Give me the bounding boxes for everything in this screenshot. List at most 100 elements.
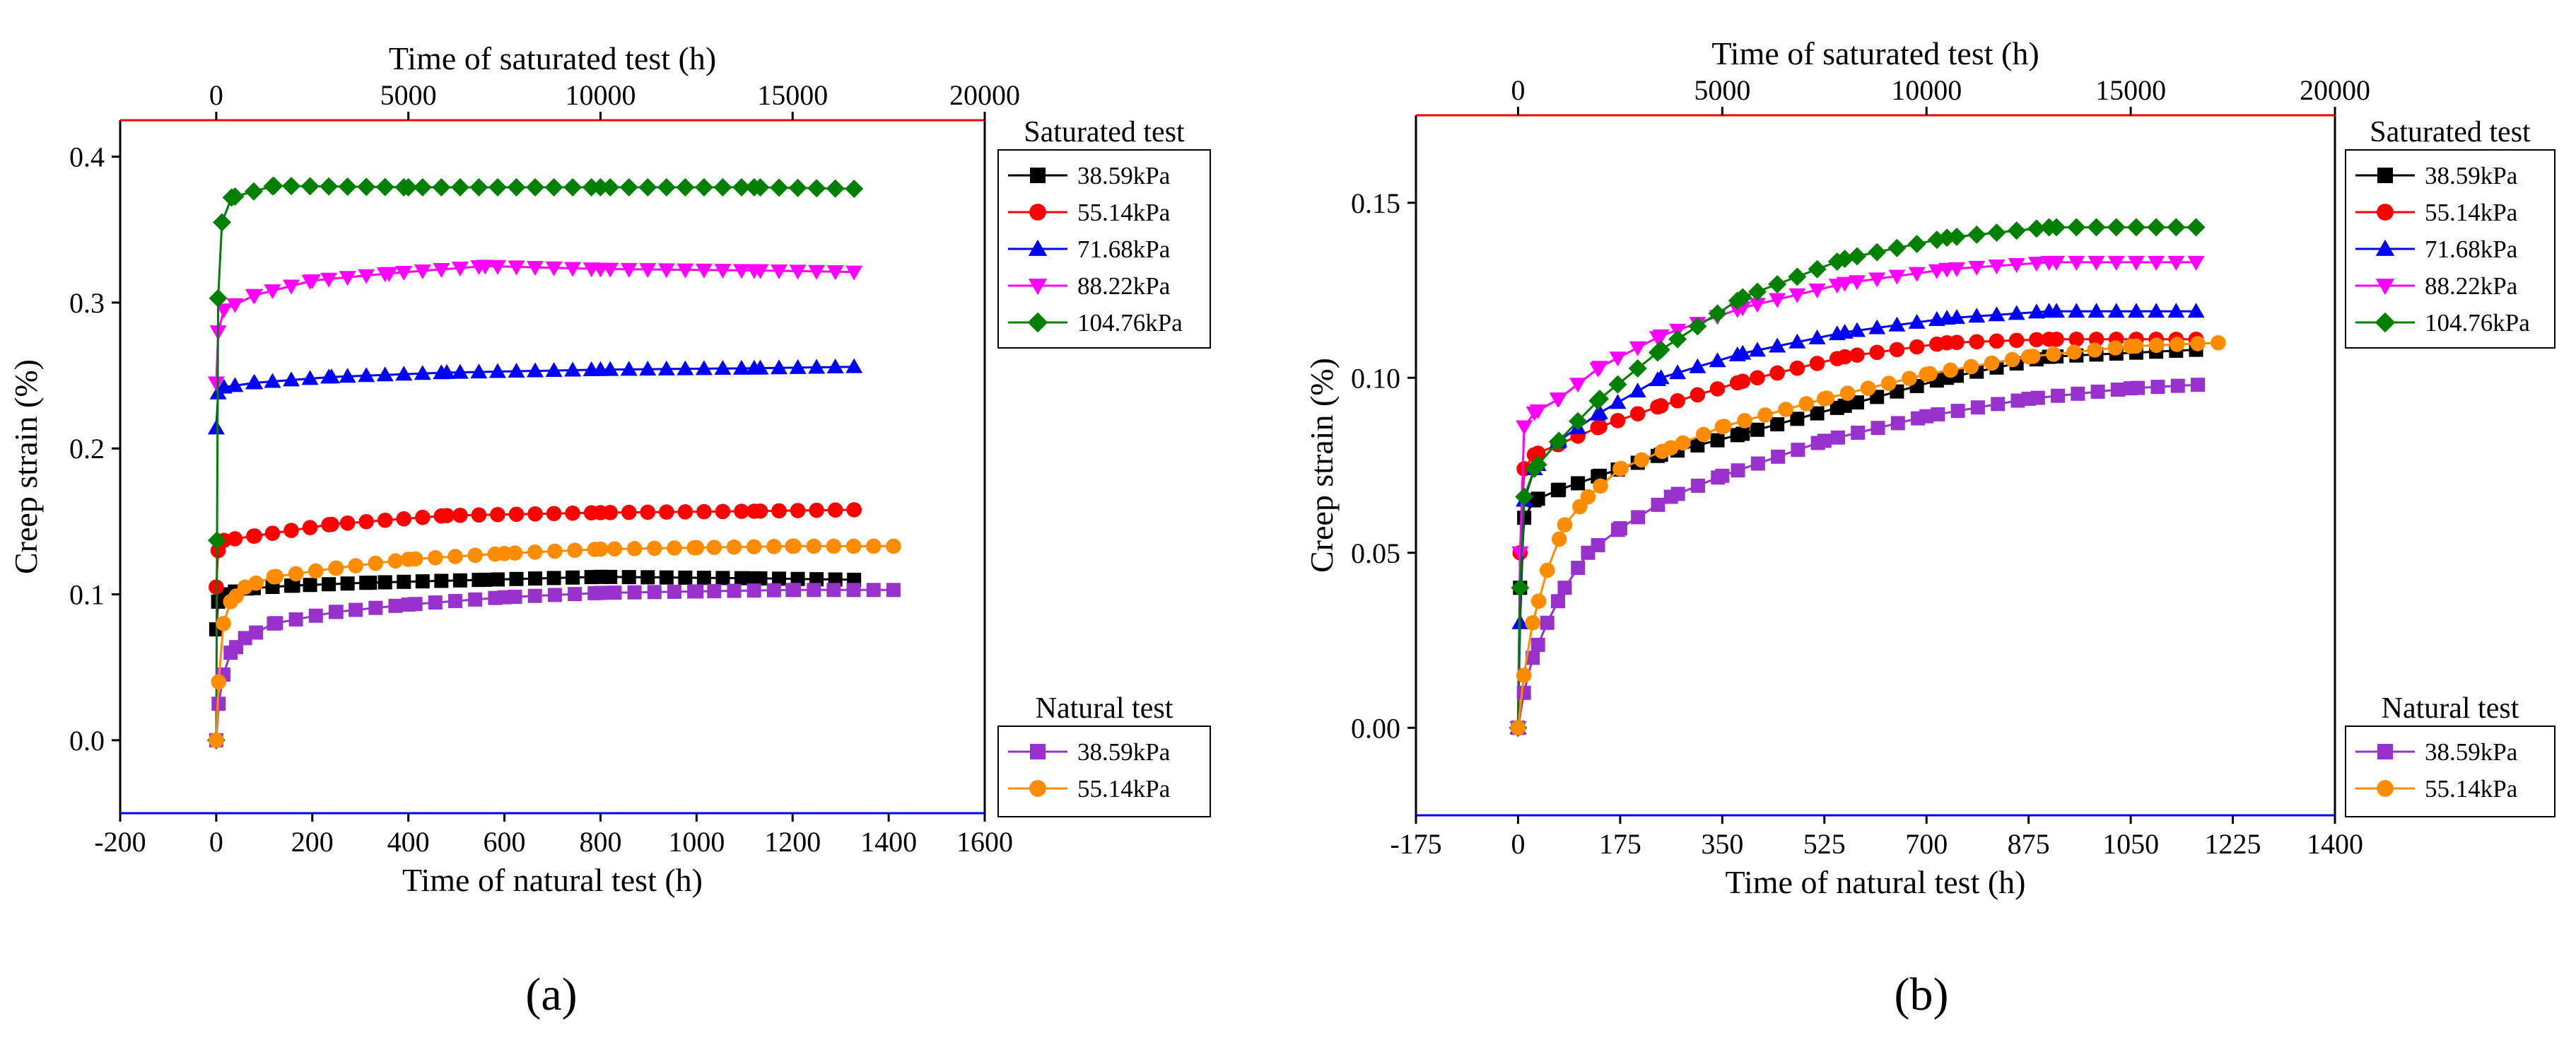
- data-point: [1650, 399, 1665, 415]
- data-point: [638, 177, 657, 197]
- data-point: [806, 538, 821, 554]
- data-point: [886, 538, 901, 554]
- data-point: [249, 625, 264, 640]
- data-point: [248, 575, 264, 591]
- legend-entry: 104.76kPa: [1008, 309, 1183, 337]
- x-tick-label: 350: [1701, 828, 1743, 860]
- data-point: [434, 573, 449, 588]
- legend-entry: 55.14kPa: [2355, 199, 2518, 226]
- data-point: [1557, 517, 1573, 532]
- data-point: [657, 263, 675, 279]
- data-point: [1609, 394, 1627, 409]
- data-point: [357, 177, 376, 197]
- data-point: [377, 512, 393, 528]
- data-point: [1528, 455, 1547, 474]
- data-point: [226, 298, 244, 313]
- data-point: [2170, 378, 2185, 393]
- data-point: [1850, 395, 1864, 410]
- x-tick-label: 1225: [2205, 828, 2261, 860]
- data-point: [408, 597, 423, 612]
- data-point: [547, 543, 563, 559]
- data-point: [753, 571, 768, 585]
- data-point: [1768, 274, 1787, 293]
- data-point: [467, 547, 483, 564]
- legend-entry: 38.59kPa: [2355, 738, 2518, 766]
- data-point: [320, 177, 339, 196]
- x-tick-label: 525: [1803, 828, 1846, 860]
- data-point: [1649, 331, 1666, 346]
- data-point: [657, 177, 676, 197]
- data-point: [1750, 370, 1765, 386]
- legend-entry: 71.68kPa: [1008, 235, 1171, 263]
- data-point: [714, 264, 732, 279]
- data-point: [2010, 393, 2025, 408]
- data-point: [358, 269, 375, 284]
- data-point: [1984, 355, 2000, 371]
- data-point: [808, 264, 826, 280]
- data-point: [1628, 359, 1647, 378]
- data-point: [1911, 411, 1926, 426]
- data-point: [376, 366, 394, 382]
- data-point: [1516, 685, 1531, 700]
- data-point: [1988, 306, 2006, 322]
- data-point: [432, 177, 451, 197]
- data-point: [1769, 365, 1785, 381]
- data-point: [771, 359, 788, 375]
- data-point: [2029, 332, 2044, 348]
- legend-marker: [1029, 780, 1046, 797]
- data-point: [2068, 303, 2085, 318]
- data-point: [1868, 319, 1886, 334]
- data-point: [1970, 400, 1985, 415]
- data-point: [387, 553, 404, 569]
- data-point: [1571, 476, 1586, 491]
- data-point: [527, 261, 544, 276]
- data-point: [583, 505, 599, 521]
- data-point: [527, 588, 542, 603]
- data-point: [1870, 421, 1885, 436]
- data-point: [2187, 303, 2205, 318]
- data-point: [1516, 668, 1532, 683]
- legend-marker: [2377, 204, 2394, 221]
- legend-natural-box: [2345, 726, 2555, 817]
- data-point: [452, 507, 468, 523]
- data-point: [1730, 428, 1745, 443]
- y-tick-label: 0.05: [1351, 537, 1400, 569]
- top-x-axis-title: Time of saturated test (h): [1711, 35, 2039, 71]
- data-point: [1808, 329, 1826, 344]
- data-point: [826, 265, 844, 281]
- data-point: [772, 571, 787, 586]
- data-point: [2150, 380, 2165, 395]
- legend-label: 55.14kPa: [1077, 199, 1171, 226]
- panel-label: (a): [525, 969, 577, 1020]
- series-saturated-4: [206, 176, 864, 750]
- data-point: [546, 506, 562, 522]
- data-point: [1690, 478, 1705, 493]
- data-point: [507, 177, 526, 197]
- data-point: [1690, 438, 1705, 453]
- data-point: [732, 177, 751, 197]
- data-point: [1708, 304, 1727, 323]
- data-point: [1791, 443, 1805, 458]
- data-point: [229, 640, 244, 655]
- data-point: [1771, 449, 1786, 464]
- data-point: [1511, 578, 1530, 598]
- data-point: [245, 374, 262, 390]
- data-point: [1688, 317, 1707, 336]
- top-tick-label: 15000: [757, 79, 828, 111]
- data-point: [1654, 443, 1670, 460]
- data-point: [1589, 405, 1607, 421]
- data-point: [1690, 387, 1706, 403]
- data-point: [1608, 375, 1627, 394]
- data-point: [433, 508, 450, 524]
- legend-entry: 104.76kPa: [2355, 309, 2530, 337]
- data-point: [1729, 375, 1745, 391]
- data-point: [468, 592, 483, 607]
- y-axis-title: Creep strain (%): [8, 359, 44, 574]
- data-point: [563, 177, 582, 197]
- data-point: [433, 263, 450, 279]
- data-point: [1557, 581, 1572, 595]
- data-point: [2030, 390, 2045, 405]
- data-point: [1828, 279, 1846, 294]
- legend-entry: 38.59kPa: [1008, 162, 1171, 190]
- data-point: [1757, 407, 1773, 423]
